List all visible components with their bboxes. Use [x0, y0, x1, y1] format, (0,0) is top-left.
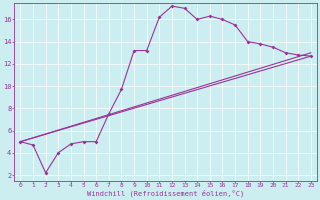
X-axis label: Windchill (Refroidissement éolien,°C): Windchill (Refroidissement éolien,°C) [87, 190, 244, 197]
